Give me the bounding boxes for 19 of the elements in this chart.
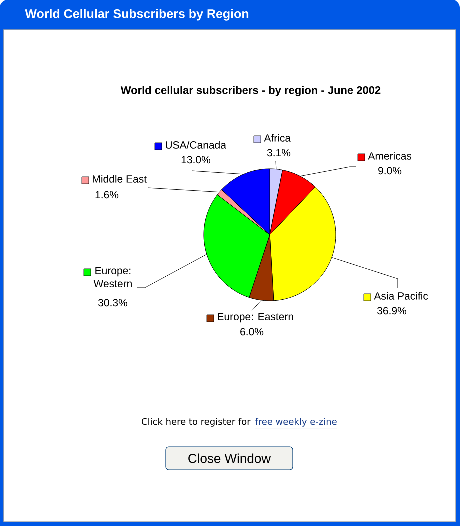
legend-label: Europe: Eastern xyxy=(218,313,294,323)
legend-label: Europe: Western xyxy=(94,267,132,288)
text: Click here to register for xyxy=(142,418,251,427)
data-label: 6.0% xyxy=(240,328,264,336)
data-label: 30.3% xyxy=(98,299,128,307)
data-label: 1.6% xyxy=(96,191,119,199)
legend-label: Americas xyxy=(368,152,412,160)
legend-label: Middle East xyxy=(93,175,147,183)
data-label: 9.0% xyxy=(378,167,402,175)
text: World Cellular Subscribers by Region xyxy=(25,9,249,21)
data-label: 36.9% xyxy=(378,307,407,315)
chart-title: World cellular subscribers - by region - June 2002 xyxy=(120,86,381,96)
text: free weekly e-zine xyxy=(255,418,337,427)
legend-label: Asia Pacific xyxy=(374,292,428,300)
data-label: 13.0% xyxy=(182,156,211,164)
data-label: 3.1% xyxy=(267,149,291,157)
legend-label: USA/Canada xyxy=(166,141,226,149)
legend-label: Africa xyxy=(264,134,292,142)
text: Close Window xyxy=(188,454,272,464)
